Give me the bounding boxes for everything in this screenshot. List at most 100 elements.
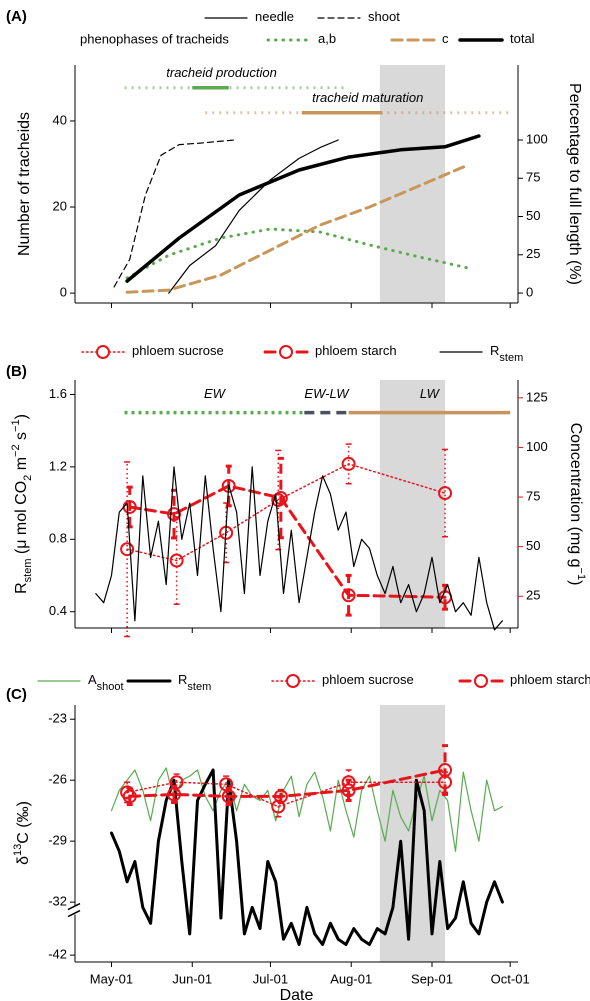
data-point — [271, 799, 286, 814]
panel-label: (B) — [6, 363, 27, 380]
legend-label: a,b — [318, 31, 336, 46]
data-point — [438, 763, 453, 778]
phase-label: tracheid production — [166, 65, 277, 80]
legend-label: phloem sucrose — [132, 343, 224, 358]
axis-break — [67, 902, 81, 911]
y-axis-label-part: 13 — [12, 844, 24, 856]
legend-label: c — [442, 31, 449, 46]
y-tick-label: 0.4 — [49, 603, 67, 618]
series-line — [113, 139, 235, 288]
error-bar — [442, 448, 449, 538]
legend-name: shoot — [368, 9, 400, 24]
legend-marker — [96, 345, 110, 359]
y-axis-label: δ13C (‰) — [12, 801, 32, 865]
legend-name: R — [178, 672, 187, 687]
y2-axis-label-part: Percentage to full length (%) — [566, 83, 583, 285]
error-bar — [124, 461, 131, 638]
y-axis-label-part: C (‰) — [15, 801, 32, 844]
x-axis-label: Date — [280, 987, 314, 1001]
data-point — [221, 789, 236, 804]
phase-label: LW — [420, 386, 441, 401]
y2-tick-label: 100 — [526, 131, 548, 146]
y2-tick-label: 0 — [526, 284, 533, 299]
error-bar — [345, 573, 352, 617]
legend-name: R — [490, 343, 499, 358]
y-axis-label-part: s — [13, 432, 30, 444]
y2-axis-label-part: ) — [567, 580, 584, 585]
y-axis-label-part: (μ mol CO — [13, 481, 30, 559]
y-tick-label: -42 — [48, 947, 67, 962]
error-bar — [126, 485, 133, 529]
y-axis-label-part: m — [13, 457, 30, 475]
legend-name: phloem sucrose — [322, 672, 414, 687]
x-tick-label: Oct-01 — [491, 971, 530, 986]
x-tick-label: Aug-01 — [330, 971, 372, 986]
legend-marker — [474, 674, 488, 688]
legend-name: needle — [255, 9, 294, 24]
legend-label: phloem sucrose — [322, 672, 414, 687]
data-point — [120, 542, 135, 557]
legend-title: phenophases of tracheids — [80, 31, 229, 46]
data-point — [271, 493, 286, 508]
y-axis-label-part: R — [13, 582, 30, 594]
y-tick-label: 0.8 — [49, 531, 67, 546]
legend-label: Rstem — [490, 343, 523, 363]
error-bar — [442, 744, 449, 796]
legend-subscript: shoot — [97, 681, 124, 693]
legend-marker — [279, 345, 293, 359]
legend-name: total — [510, 31, 535, 46]
x-tick-label: Sep-01 — [411, 971, 453, 986]
y-tick-label: -26 — [48, 772, 67, 787]
legend-name: phloem sucrose — [132, 343, 224, 358]
phase-label: tracheid maturation — [312, 90, 423, 105]
data-point — [273, 789, 288, 804]
data-point — [169, 553, 184, 568]
data-point — [167, 507, 182, 522]
series-line — [128, 484, 447, 599]
y-tick-label: 1.2 — [49, 458, 67, 473]
series-line — [126, 781, 446, 808]
data-point — [341, 783, 356, 798]
legend-label: total — [510, 31, 535, 46]
legend-subscript: stem — [499, 352, 523, 364]
series-line — [168, 139, 339, 294]
legend-name: phloem starch — [315, 343, 397, 358]
data-point — [122, 789, 137, 804]
legend-name: a,b — [318, 31, 336, 46]
y-tick-label: 1.6 — [49, 386, 67, 401]
y2-axis-label: Percentage to full length (%) — [566, 83, 583, 285]
legend-subscript: stem — [187, 681, 211, 693]
y-tick-label: 20 — [53, 198, 67, 213]
y-tick-label: -29 — [48, 833, 67, 848]
legend-name: c — [442, 31, 449, 46]
y-tick-label: 40 — [53, 112, 67, 127]
data-point — [341, 588, 356, 603]
series-line — [110, 768, 504, 946]
legend-label: phloem starch — [510, 672, 590, 687]
y-tick-label: 0 — [60, 285, 67, 300]
axis-break-gap — [69, 906, 81, 915]
y-axis-label-part: −2 — [10, 444, 22, 457]
data-point — [167, 787, 182, 802]
data-point — [438, 486, 453, 501]
panel-label: (C) — [6, 686, 27, 703]
y2-tick-label: 25 — [526, 246, 540, 261]
y2-tick-label: 100 — [526, 439, 548, 454]
error-bar — [345, 443, 352, 485]
y-axis-label-part: Number of tracheids — [16, 112, 33, 256]
series-line — [95, 466, 503, 631]
y2-axis-label-part: −1 — [575, 568, 587, 581]
series-line — [125, 134, 481, 283]
legend-label: Rstem — [178, 672, 211, 692]
y-axis-label: Rstem (μ mol CO2 m−2 s−1) — [10, 414, 34, 594]
legend-label: Ashoot — [88, 672, 124, 692]
data-point — [341, 775, 356, 790]
shaded-period — [379, 65, 446, 303]
y2-axis-label: Concentration (mg g−1) — [567, 423, 587, 586]
legend-label: phloem starch — [315, 343, 397, 358]
series-line — [128, 768, 447, 798]
y-tick-label: -23 — [48, 711, 67, 726]
y2-tick-label: 50 — [526, 538, 540, 553]
